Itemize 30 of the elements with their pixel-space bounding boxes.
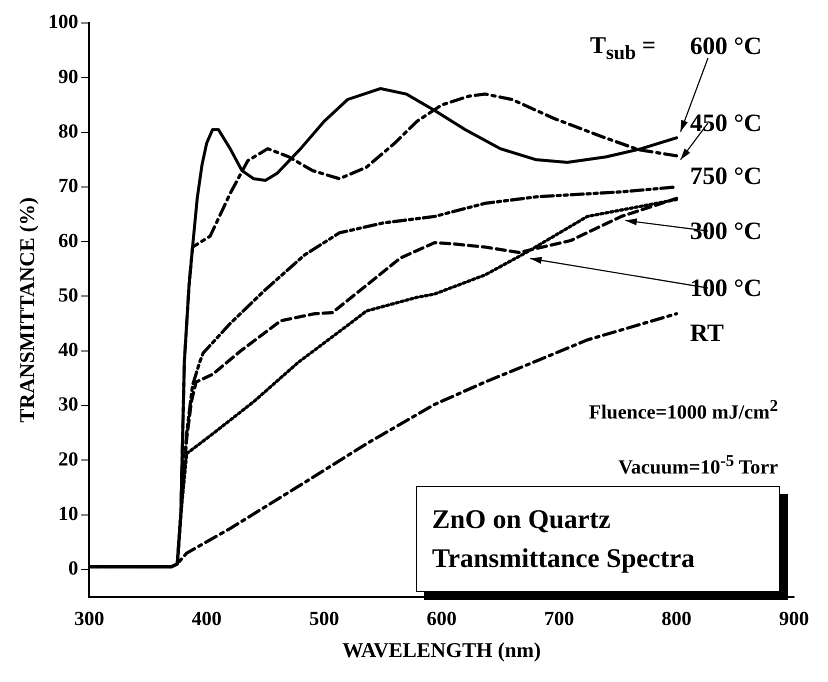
y-axis-title: TRANSMITTANCE (%) [15, 197, 40, 423]
x-axis-title: WAVELENGTH (nm) [342, 638, 541, 662]
y-tick-label: 50 [58, 284, 78, 306]
x-tick-label: 900 [779, 608, 809, 630]
x-tick-label: 500 [309, 608, 340, 630]
y-tick-label: 60 [58, 230, 78, 252]
legend-label: 450 °C [690, 110, 762, 137]
y-tick-label: 0 [68, 558, 78, 580]
y-tick-label: 80 [58, 120, 78, 142]
y-tick-label: 40 [58, 339, 78, 362]
y-tick-label: 100 [48, 11, 78, 34]
y-tick-label: 70 [58, 175, 78, 198]
y-tick-label: 20 [58, 448, 78, 470]
x-tick-label: 600 [426, 608, 457, 630]
text: 600 °C [690, 33, 762, 60]
legend-label: 300 °C [690, 218, 762, 245]
text: 100 °C [690, 275, 762, 302]
x-tick-label: 800 [662, 608, 692, 630]
annotation: Vacuum=10$^{-5}$ Torr [618, 451, 778, 479]
x-tick-label: 700 [544, 608, 574, 630]
text: ZnO on Quartz Transmittance Spectra [432, 503, 696, 576]
annotation: Fluence=1000 mJ/cm$^{2}$ [588, 396, 778, 424]
series-label: RT [690, 320, 724, 347]
legend-title: T$_{sub}$ = [590, 33, 656, 64]
series-label: 750 °C [690, 163, 762, 190]
x-tick-label: 400 [192, 608, 222, 630]
y-tick-label: 10 [58, 503, 78, 525]
x-tick-label: 300 [74, 608, 104, 630]
y-tick-label: 30 [58, 394, 78, 416]
y-tick-label: 90 [58, 66, 78, 88]
